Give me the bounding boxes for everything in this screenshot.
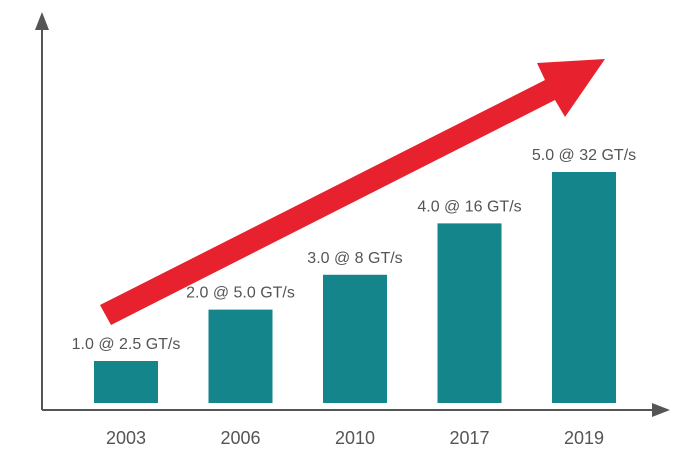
trend-arrow-shape: [100, 59, 605, 325]
data-label-2006: 2.0 @ 5.0 GT/s: [186, 285, 295, 302]
data-label-2010: 3.0 @ 8 GT/s: [307, 250, 402, 267]
y-axis-arrowhead: [35, 12, 49, 30]
data-label-2017: 4.0 @ 16 GT/s: [417, 198, 521, 215]
bar-2006: [208, 309, 273, 403]
axes: [35, 12, 670, 417]
x-tick-2006: 2006: [220, 428, 260, 448]
x-tick-labels: 2003 2006 2010 2017 2019: [106, 428, 604, 448]
x-tick-2017: 2017: [449, 428, 489, 448]
data-labels: 1.0 @ 2.5 GT/s 2.0 @ 5.0 GT/s 3.0 @ 8 GT/s…: [72, 147, 637, 353]
bar-2003: [94, 361, 158, 403]
x-tick-2019: 2019: [564, 428, 604, 448]
data-label-2003: 1.0 @ 2.5 GT/s: [72, 336, 181, 353]
bar-2019: [552, 172, 616, 403]
bar-2017: [437, 223, 502, 403]
bars: [94, 172, 616, 403]
trend-arrow: [100, 59, 605, 325]
x-tick-2010: 2010: [335, 428, 375, 448]
x-axis-arrowhead: [652, 403, 670, 417]
bar-2010: [323, 274, 387, 403]
x-tick-2003: 2003: [106, 428, 146, 448]
data-label-2019: 5.0 @ 32 GT/s: [532, 147, 636, 164]
